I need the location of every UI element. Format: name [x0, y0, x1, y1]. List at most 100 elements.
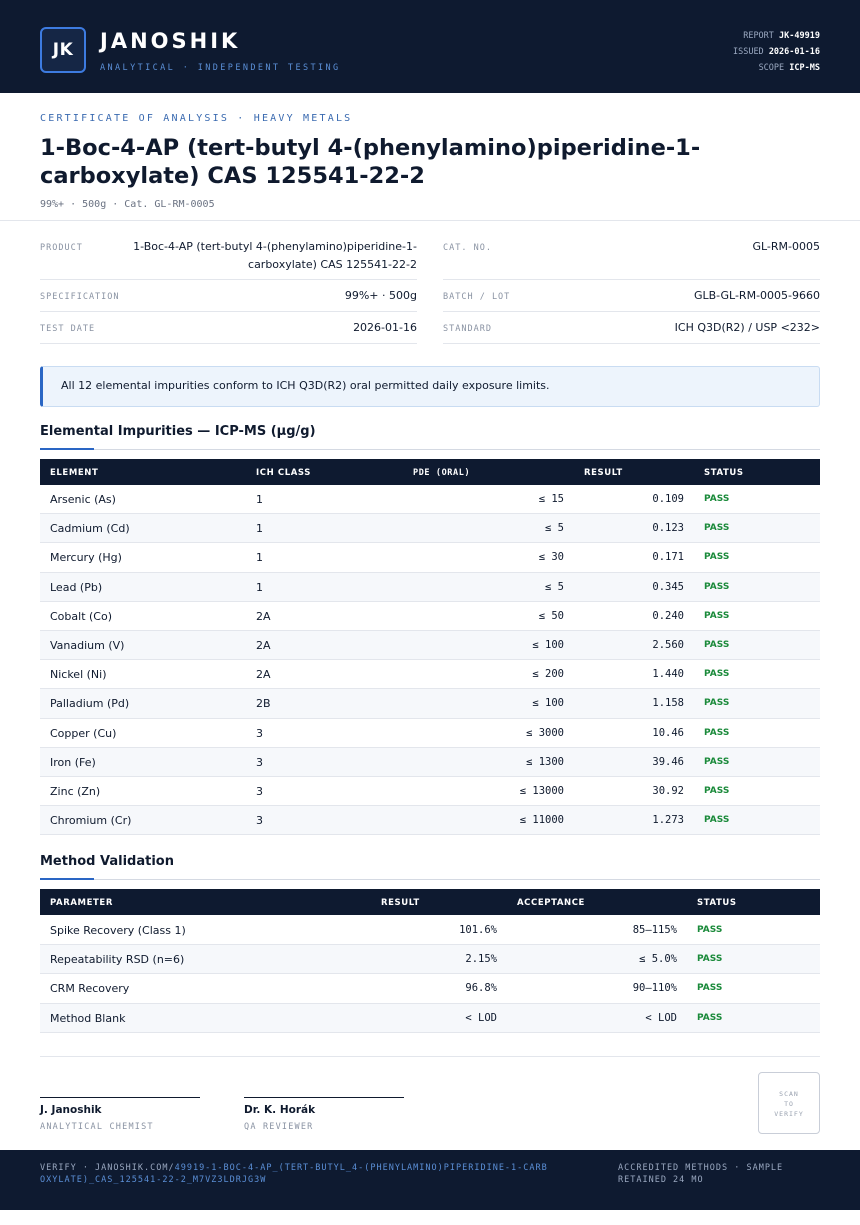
issued-date: 2026-01-16	[768, 47, 820, 57]
status-badge: PASS	[697, 925, 723, 935]
table-row: Cadmium (Cd) 1 ≤ 5 0.123 PASS	[40, 514, 820, 544]
signature-name: J. Janoshik	[40, 1104, 102, 1116]
issued-label: ISSUED	[732, 47, 764, 57]
column-header-status: STATUS	[704, 468, 744, 478]
column-header-pde: PDE (ORAL)	[413, 468, 471, 478]
status-badge: PASS	[704, 523, 730, 534]
section-rule	[40, 449, 820, 450]
ich-class: 1	[256, 551, 263, 565]
element-name: Nickel (Ni)	[50, 668, 107, 682]
table-row: Chromium (Cr) 3 ≤ 11000 1.273 PASS	[40, 806, 820, 836]
qr-caption: SCAN	[779, 1090, 799, 1098]
report-header: JK JANOSHIK ANALYTICAL · INDEPENDENT TES…	[0, 0, 860, 93]
signature-line	[244, 1097, 404, 1098]
pde-limit: ≤ 100	[532, 639, 564, 651]
ich-class: 2B	[256, 697, 271, 711]
result-value: 1.273	[652, 814, 684, 827]
impurities-table-header: ELEMENT ICH CLASS PDE (ORAL) RESULT STAT…	[40, 459, 820, 485]
pde-limit: ≤ 50	[538, 609, 564, 622]
product-title: 1-Boc-4-AP (tert-butyl 4-(phenylamino)pi…	[40, 135, 701, 189]
accreditation-note: ACCREDITED METHODS · SAMPLE RETAINED 24 …	[618, 1163, 784, 1185]
result-value: 10.46	[652, 726, 684, 739]
table-row: Lead (Pb) 1 ≤ 5 0.345 PASS	[40, 572, 820, 602]
table-row: Copper (Cu) 3 ≤ 3000 10.46 PASS	[40, 719, 820, 748]
status-badge: PASS	[697, 983, 723, 994]
element-name: Lead (Pb)	[50, 580, 103, 594]
element-name: Iron (Fe)	[50, 755, 96, 769]
pde-limit: ≤ 200	[532, 668, 564, 681]
validation-section-title: Method Validation	[40, 854, 174, 869]
element-name: Chromium (Cr)	[50, 814, 132, 828]
status-badge: PASS	[704, 756, 730, 767]
table-row: Palladium (Pd) 2B ≤ 100 1.158 PASS	[40, 689, 820, 719]
validation-table-header: PARAMETER RESULT ACCEPTANCE STATUS	[40, 889, 820, 915]
brand-name: JANOSHIK	[100, 29, 241, 53]
result-value: 0.345	[652, 580, 684, 593]
product-label: PRODUCT	[40, 243, 83, 253]
verify-link[interactable]: 49919-1-BOC-4-AP_(TERT-BUTYL_4-(PHENYLAM…	[40, 1163, 548, 1185]
signature-role: ANALYTICAL CHEMIST	[40, 1122, 154, 1132]
table-row: Zinc (Zn) 3 ≤ 13000 30.92 PASS	[40, 777, 820, 807]
standard-value: ICH Q3D(R2) / USP <232>	[674, 321, 820, 334]
result-value: 96.8%	[465, 982, 497, 995]
batch-label: BATCH / LOT	[443, 292, 511, 302]
section-rule-accent	[40, 448, 94, 450]
brand-tagline: ANALYTICAL · INDEPENDENT TESTING	[100, 63, 341, 73]
ich-class: 1	[256, 522, 263, 536]
table-row: Vanadium (V) 2A ≤ 100 2.560 PASS	[40, 631, 820, 661]
pde-limit: ≤ 100	[532, 697, 564, 710]
parameter-name: CRM Recovery	[50, 982, 130, 996]
status-badge: PASS	[704, 552, 730, 563]
specification-label: SPECIFICATION	[40, 292, 120, 302]
table-row: Nickel (Ni) 2A ≤ 200 1.440 PASS	[40, 660, 820, 690]
acceptance-criteria: 90–110%	[632, 982, 677, 995]
result-value: 2.560	[652, 639, 684, 651]
result-value: 39.46	[652, 755, 684, 768]
acceptance-criteria: ≤ 5.0%	[639, 953, 677, 966]
parameter-name: Spike Recovery (Class 1)	[50, 924, 186, 937]
result-value: 0.171	[652, 551, 684, 564]
table-row: CRM Recovery 96.8% 90–110% PASS	[40, 974, 820, 1004]
element-name: Mercury (Hg)	[50, 551, 122, 565]
table-row: Arsenic (As) 1 ≤ 15 0.109 PASS	[40, 485, 820, 515]
element-name: Copper (Cu)	[50, 726, 117, 740]
element-name: Palladium (Pd)	[50, 697, 130, 711]
result-value: 1.440	[652, 668, 684, 681]
status-badge: PASS	[697, 1012, 723, 1023]
divider	[443, 311, 820, 312]
pde-limit: ≤ 11000	[519, 814, 564, 827]
result-value: < LOD	[465, 1011, 497, 1024]
result-value: 0.123	[652, 522, 684, 535]
ich-class: 3	[256, 726, 263, 740]
batch-value: GLB-GL-RM-0005-9660	[693, 289, 820, 302]
verify-qr-code[interactable]: SCAN TO VERIFY	[758, 1072, 820, 1134]
table-row: Cobalt (Co) 2A ≤ 50 0.240 PASS	[40, 602, 820, 631]
ich-class: 1	[256, 493, 263, 506]
pde-limit: ≤ 30	[538, 551, 564, 564]
pde-limit: ≤ 1300	[526, 755, 564, 768]
status-badge: PASS	[704, 640, 730, 650]
element-name: Cadmium (Cd)	[50, 522, 130, 536]
column-header-result: RESULT	[584, 468, 623, 478]
verify-prefix: VERIFY · JANOSHIK.COM/	[40, 1163, 175, 1173]
report-label: REPORT	[743, 31, 774, 41]
ich-class: 2A	[256, 668, 271, 682]
result-value: 2.15%	[465, 953, 497, 966]
ich-class: 3	[256, 785, 263, 798]
parameter-name: Method Blank	[50, 1011, 126, 1025]
result-value: 0.109	[652, 493, 684, 505]
element-name: Cobalt (Co)	[50, 609, 112, 623]
column-header-element: ELEMENT	[50, 468, 99, 478]
brand-logo: JK	[40, 27, 86, 73]
ich-class: 1	[256, 580, 263, 594]
impurities-section-title: Elemental Impurities — ICP-MS (µg/g)	[40, 424, 316, 439]
status-badge: PASS	[704, 786, 730, 796]
result-value: 101.6%	[459, 924, 497, 936]
status-badge: PASS	[704, 727, 730, 738]
signature-name: Dr. K. Horák	[244, 1104, 316, 1116]
report-footer: VERIFY · JANOSHIK.COM/49919-1-BOC-4-AP_(…	[0, 1150, 860, 1210]
pde-limit: ≤ 13000	[519, 785, 564, 797]
status-badge: PASS	[697, 954, 723, 965]
result-value: 1.158	[652, 697, 684, 710]
column-header-status: STATUS	[697, 898, 737, 908]
